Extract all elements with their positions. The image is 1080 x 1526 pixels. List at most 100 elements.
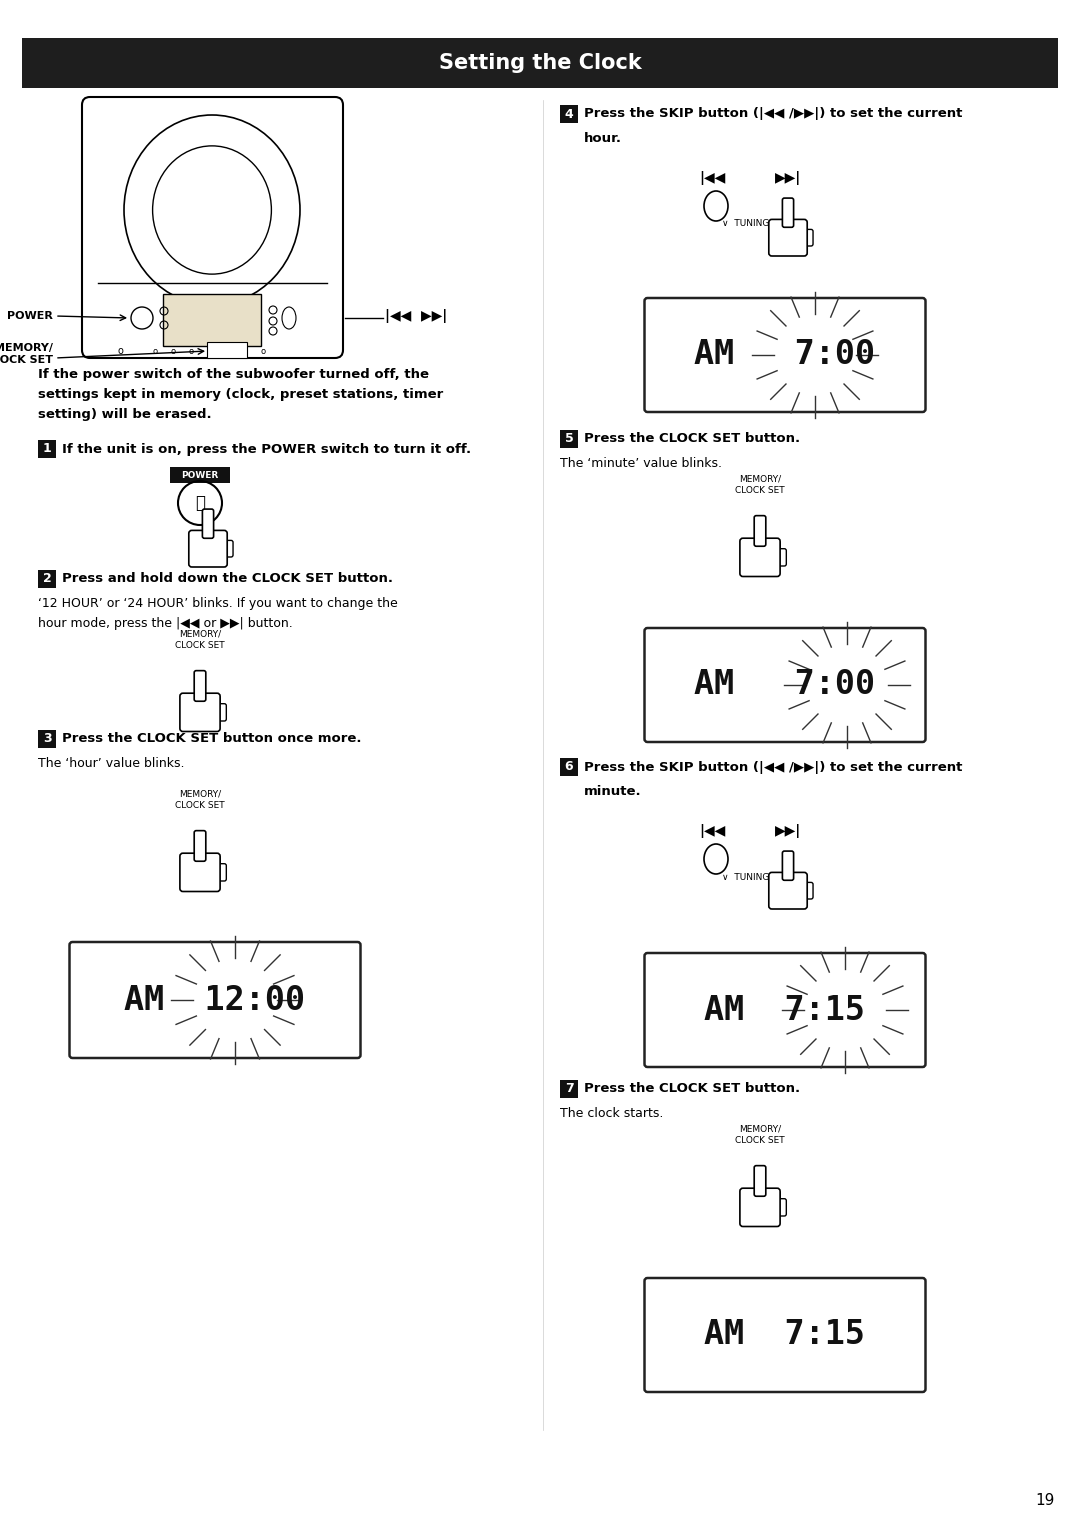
FancyBboxPatch shape	[771, 876, 781, 896]
FancyBboxPatch shape	[217, 533, 227, 554]
FancyBboxPatch shape	[778, 876, 788, 896]
Text: If the power switch of the subwoofer turned off, the: If the power switch of the subwoofer tur…	[38, 368, 429, 382]
Text: 2: 2	[42, 572, 52, 586]
FancyBboxPatch shape	[38, 439, 56, 458]
FancyBboxPatch shape	[38, 571, 56, 588]
Text: CLOCK SET: CLOCK SET	[0, 356, 53, 365]
FancyBboxPatch shape	[38, 729, 56, 748]
FancyBboxPatch shape	[561, 105, 578, 124]
FancyBboxPatch shape	[762, 1192, 773, 1212]
FancyBboxPatch shape	[561, 430, 578, 449]
Text: 6: 6	[565, 760, 573, 774]
FancyBboxPatch shape	[754, 516, 766, 546]
FancyBboxPatch shape	[561, 758, 578, 777]
Text: MEMORY/: MEMORY/	[0, 343, 53, 353]
FancyBboxPatch shape	[742, 1192, 753, 1212]
FancyBboxPatch shape	[782, 198, 794, 227]
Text: hour mode, press the |◀◀ or ▶▶| button.: hour mode, press the |◀◀ or ▶▶| button.	[38, 617, 293, 630]
Text: Press the CLOCK SET button once more.: Press the CLOCK SET button once more.	[62, 732, 362, 746]
Text: ∨  TUNING  ∧: ∨ TUNING ∧	[723, 873, 782, 882]
Text: 1: 1	[42, 443, 52, 455]
FancyBboxPatch shape	[801, 882, 813, 899]
FancyBboxPatch shape	[180, 693, 220, 731]
Text: Press the CLOCK SET button.: Press the CLOCK SET button.	[584, 1082, 800, 1096]
FancyBboxPatch shape	[221, 540, 233, 557]
Text: Press the SKIP button (|◀◀ /▶▶|) to set the current: Press the SKIP button (|◀◀ /▶▶|) to set …	[584, 107, 962, 121]
FancyBboxPatch shape	[191, 533, 201, 554]
Text: MEMORY/
CLOCK SET: MEMORY/ CLOCK SET	[175, 630, 225, 650]
FancyBboxPatch shape	[170, 467, 230, 484]
FancyBboxPatch shape	[69, 942, 361, 1058]
Text: 3: 3	[43, 732, 52, 746]
Text: o: o	[225, 346, 230, 356]
Text: o: o	[242, 346, 247, 356]
Text: The clock starts.: The clock starts.	[561, 1106, 663, 1120]
Text: 19: 19	[1036, 1492, 1055, 1508]
Text: Setting the Clock: Setting the Clock	[438, 53, 642, 73]
FancyBboxPatch shape	[194, 670, 206, 702]
FancyBboxPatch shape	[190, 696, 201, 717]
FancyBboxPatch shape	[190, 856, 201, 877]
Text: AM  12:00: AM 12:00	[124, 983, 306, 1016]
FancyBboxPatch shape	[202, 510, 214, 539]
Text: |◀◀: |◀◀	[699, 171, 725, 185]
Text: AM  7:15: AM 7:15	[704, 1318, 865, 1352]
Text: MEMORY/
CLOCK SET: MEMORY/ CLOCK SET	[735, 1125, 785, 1144]
FancyBboxPatch shape	[770, 1192, 780, 1212]
FancyBboxPatch shape	[770, 542, 780, 562]
FancyBboxPatch shape	[750, 1192, 760, 1212]
Text: minute.: minute.	[584, 784, 642, 798]
Text: o: o	[152, 346, 158, 356]
FancyBboxPatch shape	[561, 1080, 578, 1099]
FancyBboxPatch shape	[180, 853, 220, 891]
Text: o: o	[188, 346, 193, 356]
FancyBboxPatch shape	[82, 98, 343, 359]
Text: 7: 7	[565, 1082, 573, 1096]
Text: ▶▶|: ▶▶|	[774, 824, 801, 838]
Text: AM   7:00: AM 7:00	[694, 339, 876, 371]
FancyBboxPatch shape	[797, 223, 807, 243]
Ellipse shape	[124, 114, 300, 305]
FancyBboxPatch shape	[769, 873, 807, 909]
FancyBboxPatch shape	[769, 220, 807, 256]
Text: The ‘minute’ value blinks.: The ‘minute’ value blinks.	[561, 456, 723, 470]
Text: The ‘hour’ value blinks.: The ‘hour’ value blinks.	[38, 757, 185, 771]
FancyBboxPatch shape	[207, 342, 247, 359]
FancyBboxPatch shape	[211, 696, 220, 717]
Text: ▶▶|: ▶▶|	[774, 171, 801, 185]
Text: o: o	[206, 346, 212, 356]
Ellipse shape	[152, 146, 271, 275]
Text: Press the CLOCK SET button.: Press the CLOCK SET button.	[584, 432, 800, 446]
FancyBboxPatch shape	[183, 696, 193, 717]
Text: 4: 4	[565, 107, 573, 121]
FancyBboxPatch shape	[742, 542, 753, 562]
FancyBboxPatch shape	[782, 852, 794, 881]
FancyBboxPatch shape	[645, 298, 926, 412]
FancyBboxPatch shape	[797, 876, 807, 896]
Text: MEMORY/
CLOCK SET: MEMORY/ CLOCK SET	[175, 790, 225, 810]
Text: |◀◀  ▶▶|: |◀◀ ▶▶|	[384, 308, 447, 324]
FancyBboxPatch shape	[771, 223, 781, 243]
FancyBboxPatch shape	[801, 229, 813, 246]
Text: hour.: hour.	[584, 133, 622, 145]
Text: settings kept in memory (clock, preset stations, timer: settings kept in memory (clock, preset s…	[38, 388, 443, 401]
FancyBboxPatch shape	[211, 856, 220, 877]
FancyBboxPatch shape	[189, 531, 227, 568]
FancyBboxPatch shape	[645, 954, 926, 1067]
FancyBboxPatch shape	[214, 864, 227, 881]
Text: o: o	[171, 346, 176, 356]
Text: o: o	[260, 346, 266, 356]
FancyBboxPatch shape	[791, 223, 800, 243]
Text: POWER: POWER	[8, 311, 53, 320]
Bar	[22, 38, 1058, 89]
FancyBboxPatch shape	[183, 856, 193, 877]
FancyBboxPatch shape	[791, 876, 800, 896]
Text: setting) will be erased.: setting) will be erased.	[38, 407, 212, 421]
FancyBboxPatch shape	[198, 533, 208, 554]
Text: ∨  TUNING  ∧: ∨ TUNING ∧	[723, 220, 782, 229]
Text: ‘12 HOUR’ or ‘24 HOUR’ blinks. If you want to change the: ‘12 HOUR’ or ‘24 HOUR’ blinks. If you wa…	[38, 597, 397, 610]
Text: MEMORY/
CLOCK SET: MEMORY/ CLOCK SET	[735, 475, 785, 494]
Text: o: o	[117, 346, 123, 356]
FancyBboxPatch shape	[194, 830, 206, 861]
FancyBboxPatch shape	[163, 295, 261, 346]
